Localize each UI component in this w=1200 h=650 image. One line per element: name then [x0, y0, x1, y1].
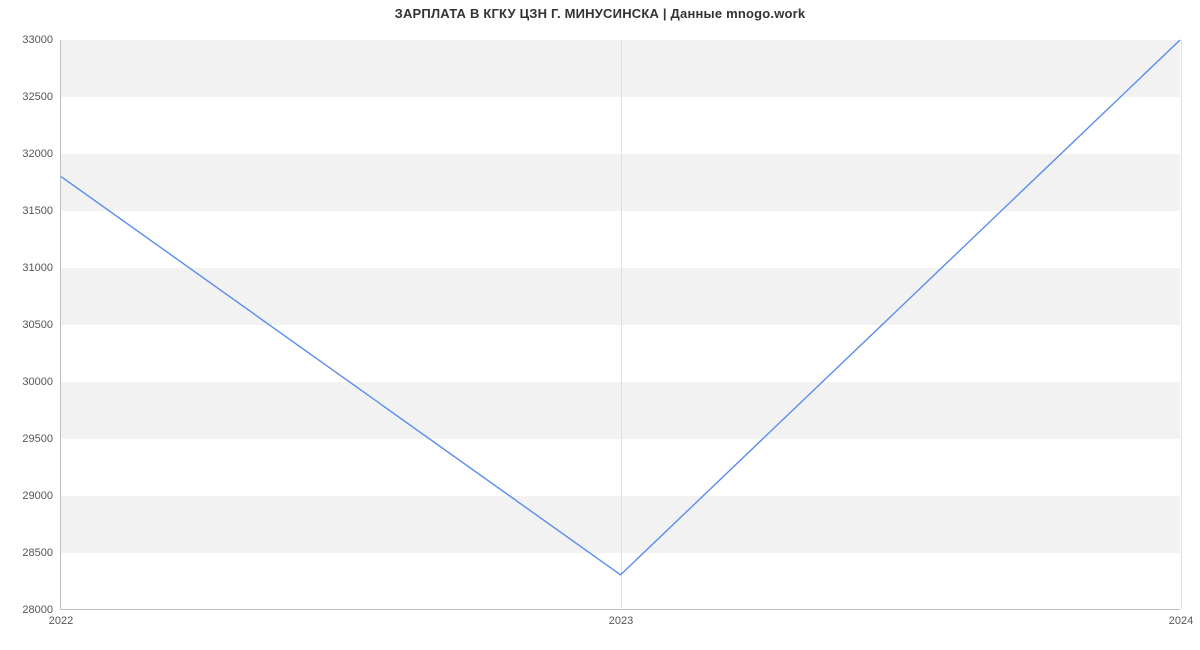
y-tick-label: 32500	[22, 91, 53, 103]
y-tick-label: 28000	[22, 604, 53, 616]
y-tick-label: 30000	[22, 376, 53, 388]
y-tick-label: 31000	[22, 262, 53, 274]
x-tick-label: 2024	[1169, 615, 1193, 627]
y-tick-label: 30500	[22, 319, 53, 331]
plot-area: 2022202320242800028500290002950030000305…	[60, 40, 1180, 610]
y-tick-label: 29000	[22, 490, 53, 502]
y-tick-label: 31500	[22, 205, 53, 217]
line-series	[61, 40, 1180, 609]
y-tick-label: 29500	[22, 433, 53, 445]
x-tick-label: 2022	[49, 615, 73, 627]
y-tick-label: 33000	[22, 34, 53, 46]
salary-chart: ЗАРПЛАТА В КГКУ ЦЗН Г. МИНУСИНСКА | Данн…	[0, 0, 1200, 650]
x-gridline	[1181, 40, 1182, 609]
chart-title: ЗАРПЛАТА В КГКУ ЦЗН Г. МИНУСИНСКА | Данн…	[0, 6, 1200, 21]
y-tick-label: 28500	[22, 547, 53, 559]
x-tick-label: 2023	[609, 615, 633, 627]
y-tick-label: 32000	[22, 148, 53, 160]
